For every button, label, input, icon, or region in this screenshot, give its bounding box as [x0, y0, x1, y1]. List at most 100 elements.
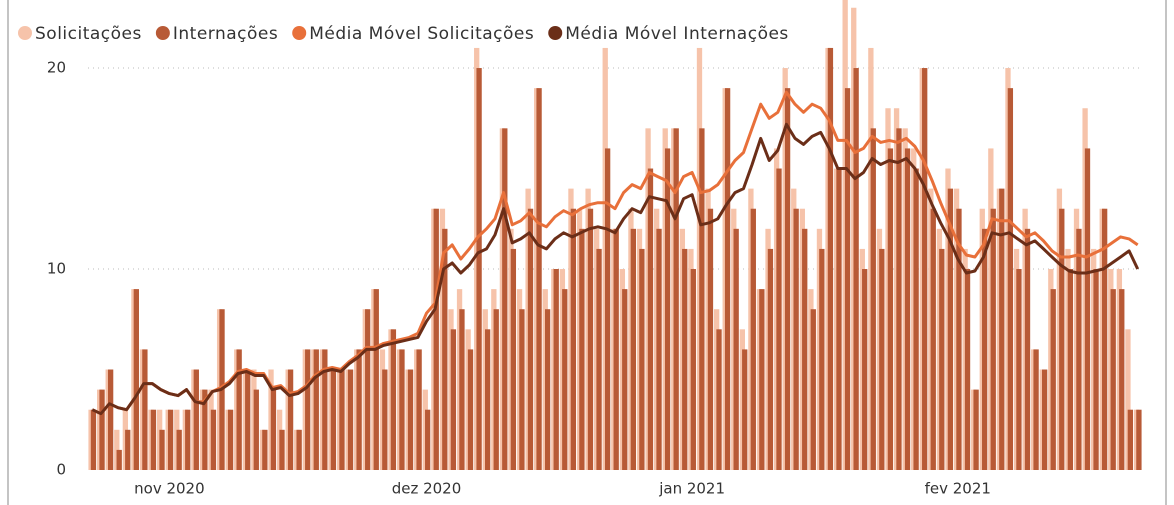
bar — [339, 369, 345, 470]
bar — [536, 88, 542, 470]
bar — [1136, 409, 1142, 470]
bar — [1059, 208, 1065, 470]
bar — [459, 309, 465, 470]
bar — [227, 409, 234, 470]
bar — [510, 248, 517, 470]
bar — [647, 168, 654, 470]
bar — [313, 349, 319, 470]
legend-marker — [548, 26, 563, 40]
bar — [836, 168, 842, 470]
bar — [305, 349, 311, 470]
bar — [604, 148, 611, 470]
bar — [442, 228, 448, 470]
bar — [990, 208, 996, 470]
bar — [262, 429, 268, 470]
bar — [570, 208, 577, 470]
bar — [939, 248, 945, 470]
bar — [1007, 88, 1014, 470]
bar — [639, 248, 645, 470]
bar — [245, 369, 251, 470]
bar — [107, 369, 114, 470]
bar — [973, 389, 979, 470]
bar — [202, 389, 208, 470]
bar — [1067, 269, 1074, 470]
bar — [656, 228, 662, 470]
bar — [330, 369, 337, 470]
legend-marker — [155, 26, 170, 40]
bar — [759, 289, 765, 470]
bar — [896, 128, 902, 471]
bar — [1050, 289, 1056, 470]
bar — [356, 349, 362, 470]
bar — [913, 168, 919, 470]
bar — [125, 429, 131, 470]
bar — [210, 409, 217, 470]
bar — [947, 188, 954, 471]
bar — [322, 349, 328, 470]
bar — [1093, 269, 1099, 470]
bar — [467, 349, 474, 470]
bar — [407, 369, 414, 470]
bar — [433, 208, 439, 470]
bar — [150, 409, 157, 470]
bar — [365, 309, 371, 470]
bar — [1016, 269, 1022, 470]
bar — [99, 389, 105, 470]
bar — [750, 208, 756, 470]
bar — [904, 148, 911, 470]
bar — [399, 349, 405, 470]
bar — [1024, 228, 1031, 470]
bar — [185, 409, 191, 470]
bar — [1101, 208, 1108, 470]
bar — [1041, 369, 1048, 470]
bar — [142, 349, 148, 470]
x-tick-label: jan 2021 — [658, 480, 725, 498]
bar — [476, 68, 482, 470]
bar — [810, 309, 816, 470]
bar — [133, 289, 139, 470]
bar — [853, 68, 859, 470]
bar — [502, 128, 508, 471]
legend-marker — [18, 26, 32, 40]
bar — [527, 208, 534, 470]
line — [91, 122, 1140, 416]
bar — [699, 128, 705, 471]
bar — [724, 88, 731, 470]
bar — [673, 128, 679, 471]
legend-label: Internações — [173, 24, 278, 44]
bar — [827, 47, 834, 471]
bar — [887, 148, 894, 470]
bar — [862, 269, 868, 470]
bar — [733, 228, 739, 470]
bar — [90, 409, 97, 470]
legend-marker — [292, 26, 307, 40]
x-tick-label: dez 2020 — [392, 480, 462, 498]
bar — [982, 228, 988, 470]
legend-label: Média Móvel Internações — [565, 24, 789, 44]
bar — [596, 248, 602, 470]
bar — [802, 228, 808, 470]
bar — [279, 429, 285, 470]
bar — [1110, 289, 1116, 470]
bar — [999, 188, 1005, 471]
bar — [664, 148, 671, 470]
bar — [287, 369, 294, 470]
bar — [373, 289, 379, 470]
bar — [116, 449, 122, 470]
bar — [382, 369, 388, 470]
bar — [562, 289, 568, 470]
bar — [416, 349, 422, 470]
x-tick-label: nov 2020 — [134, 480, 205, 498]
bar — [296, 429, 302, 470]
bar — [622, 289, 628, 470]
bar — [1076, 228, 1082, 470]
bar — [553, 269, 559, 470]
y-tick-label: 20 — [47, 59, 66, 77]
bar — [1033, 349, 1039, 470]
bar — [493, 309, 499, 470]
bar — [922, 68, 928, 470]
bar — [1119, 289, 1125, 470]
y-tick-label: 0 — [56, 461, 66, 479]
bar — [270, 389, 277, 470]
